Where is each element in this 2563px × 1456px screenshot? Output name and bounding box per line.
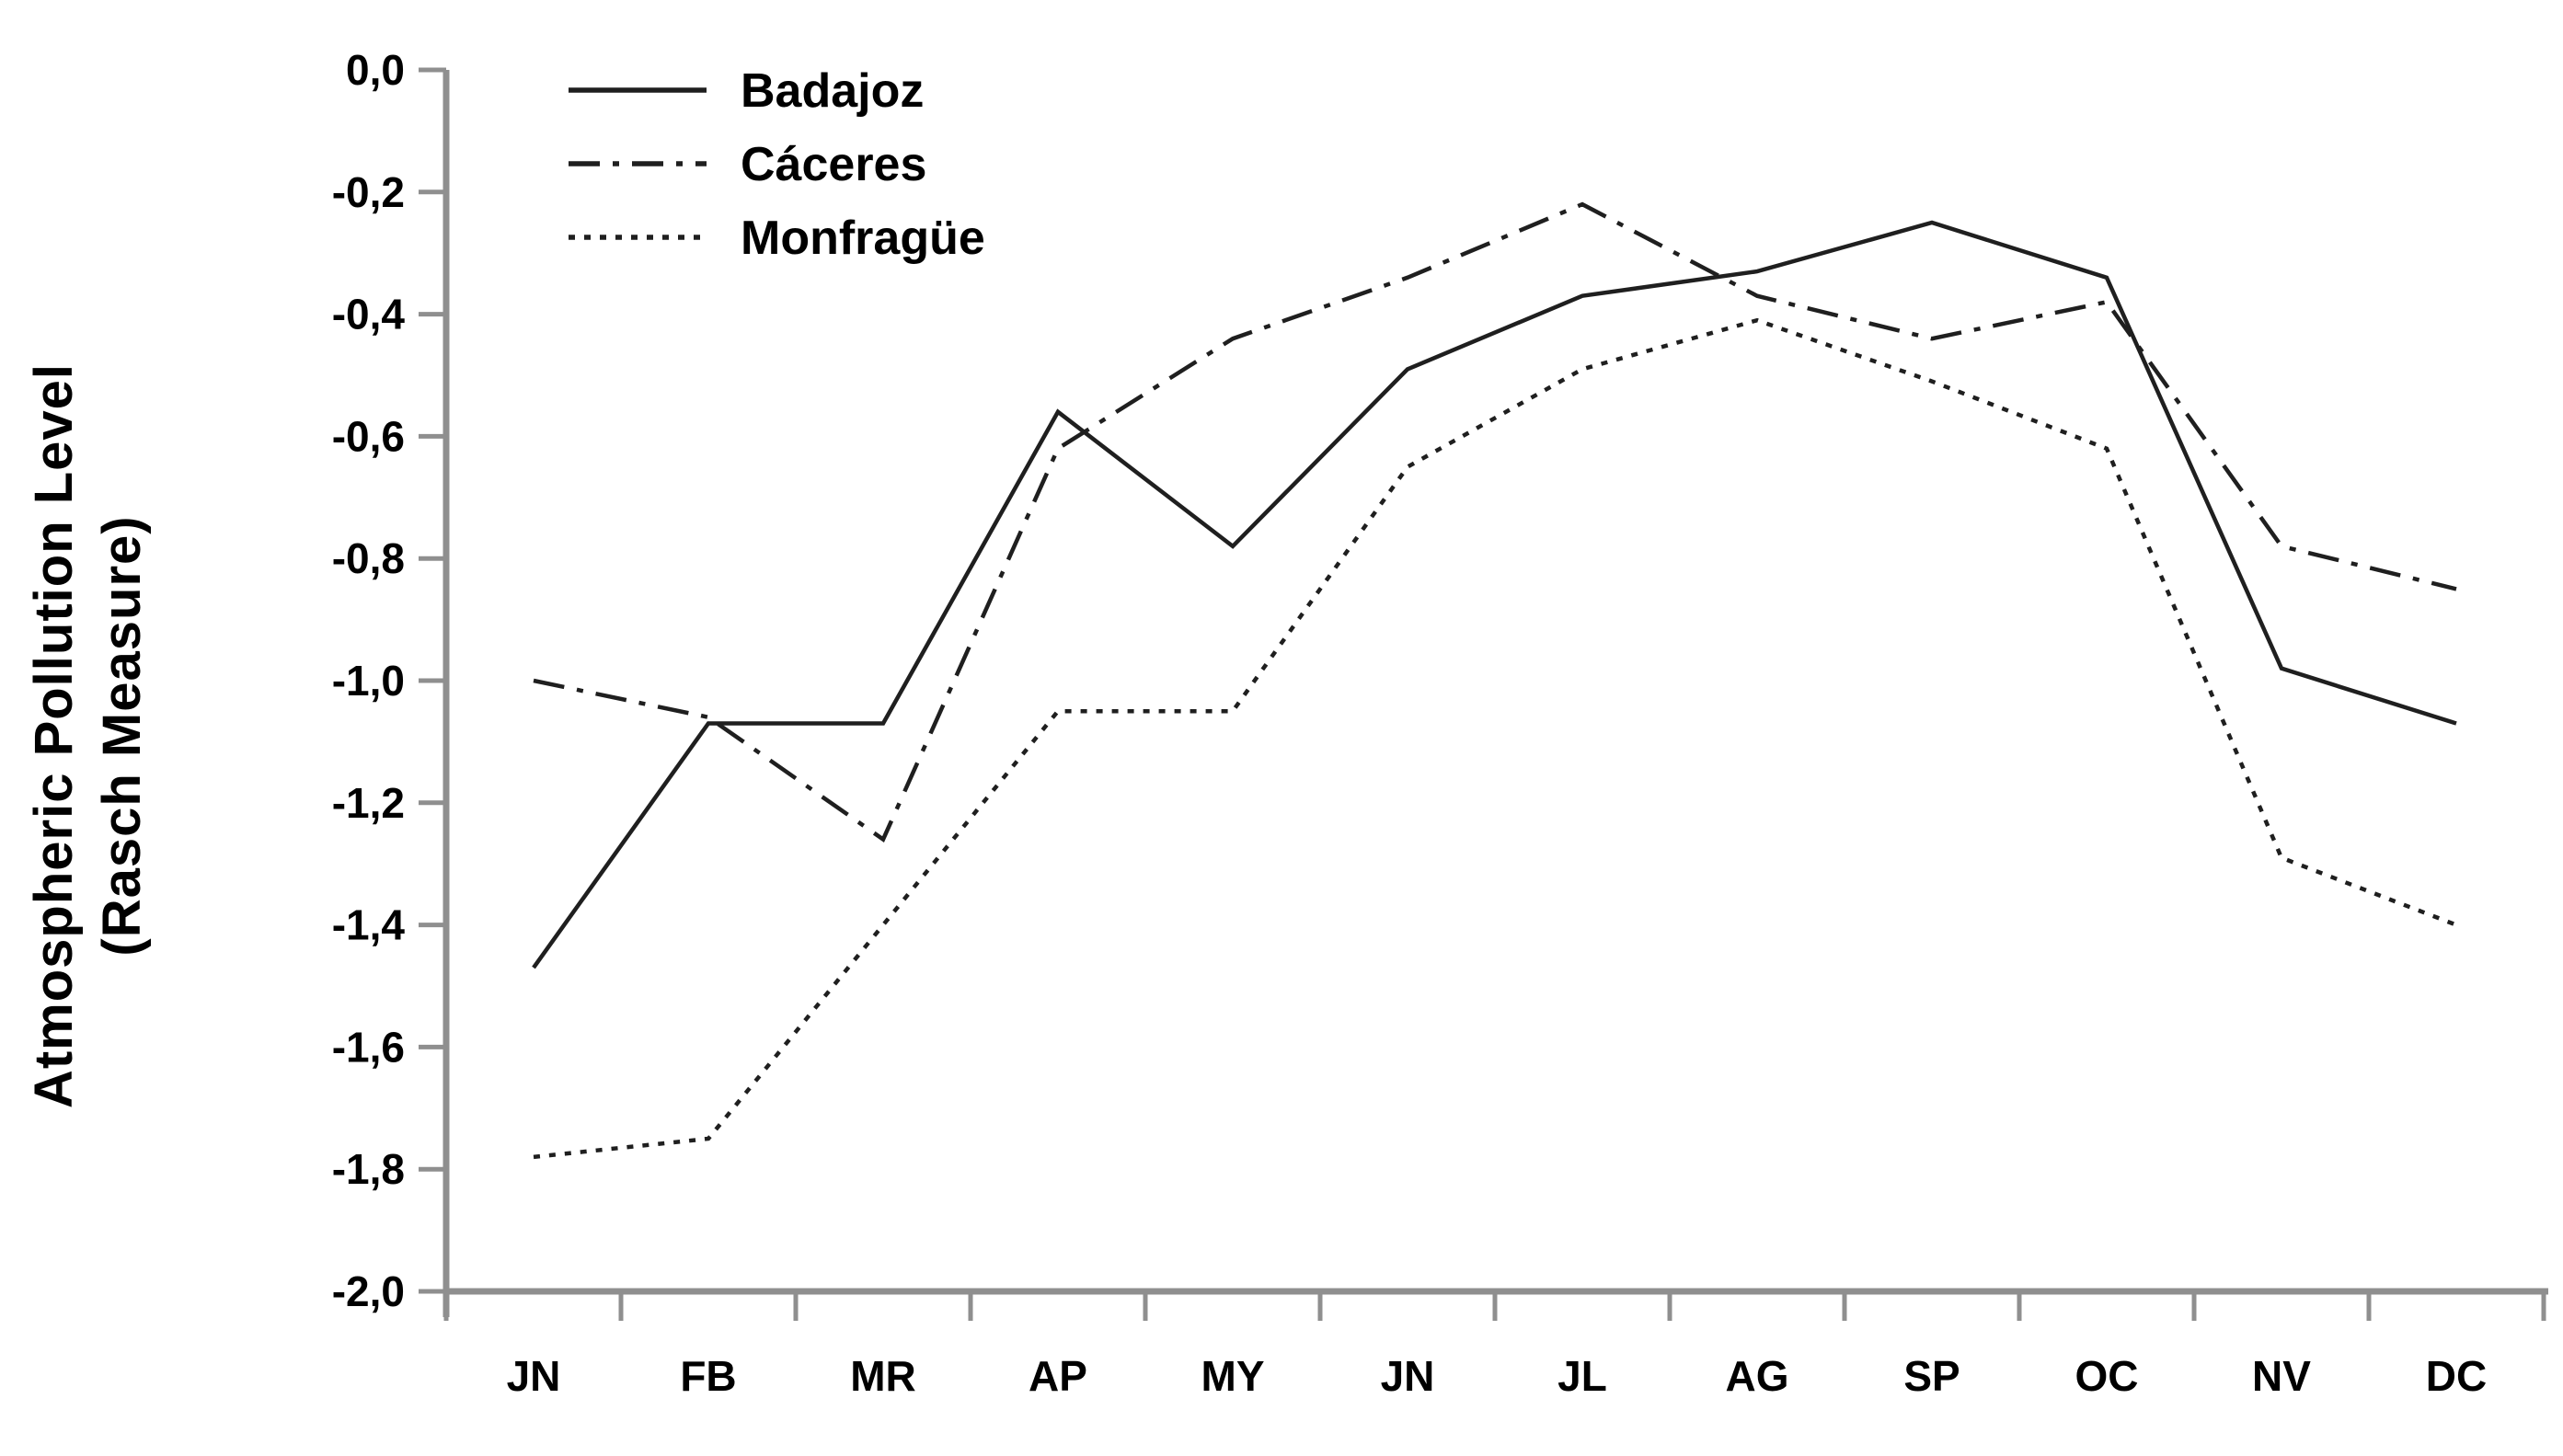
x-tick-label-2: FB xyxy=(680,1352,736,1400)
y-tick-label: -1,6 xyxy=(332,1023,405,1071)
x-tick-label-5: MY xyxy=(1201,1352,1265,1400)
y-tick-label: -2,0 xyxy=(332,1267,405,1315)
y-tick-label: -1,4 xyxy=(332,901,406,949)
legend-label-caceres: Cáceres xyxy=(741,138,926,191)
series-line-badajoz xyxy=(532,220,2457,969)
x-tick-label-7: JL xyxy=(1557,1352,1607,1400)
y-tick-label: -0,2 xyxy=(332,168,405,216)
y-tick-label: -1,0 xyxy=(332,657,405,705)
x-tick-label-9: SP xyxy=(1903,1352,1960,1400)
x-tick-label-3: MR xyxy=(850,1352,916,1400)
legend: Badajoz Cáceres Monfragüe xyxy=(569,64,985,265)
y-axis-title-line-1: Atmospheric Pollution Level xyxy=(24,363,84,1108)
y-axis-title-line-2: (Rasch Measure) xyxy=(92,515,152,956)
x-axis: JN FB MR AP MY JN JL AG SP OC NV DC xyxy=(443,1288,2548,1400)
x-tick-label-4: AP xyxy=(1029,1352,1087,1400)
legend-item-caceres: Cáceres xyxy=(569,138,926,191)
legend-item-monfrague: Monfragüe xyxy=(569,212,985,265)
legend-item-badajoz: Badajoz xyxy=(569,64,924,118)
legend-label-badajoz: Badajoz xyxy=(741,64,924,118)
y-tick-label: -1,2 xyxy=(332,779,405,827)
y-tick-label: -1,8 xyxy=(332,1145,405,1193)
x-tick-label-12: DC xyxy=(2426,1352,2487,1400)
y-tick-label: -0,6 xyxy=(332,412,405,460)
x-tick-label-11: NV xyxy=(2252,1352,2311,1400)
series-line-cáceres xyxy=(533,201,2457,843)
y-tick-label: -0,4 xyxy=(332,291,406,338)
x-tick-label-8: AG xyxy=(1726,1352,1789,1400)
y-axis-title: Atmospheric Pollution Level (Rasch Measu… xyxy=(24,363,152,1108)
x-tick-label-6: JN xyxy=(1381,1352,1435,1400)
y-axis: 0,0 -0,2 -0,4 -0,6 -0,8 -1,0 -1,2 -1,4 -1,6 -1,8 -… xyxy=(332,46,450,1317)
y-tick-label: -0,8 xyxy=(332,534,405,582)
series-line-monfragüe xyxy=(533,317,2457,1160)
x-tick-label-10: OC xyxy=(2075,1352,2139,1400)
legend-label-monfrague: Monfragüe xyxy=(741,212,985,265)
y-tick-label: 0,0 xyxy=(346,46,405,94)
x-tick-label-1: JN xyxy=(507,1352,561,1400)
series-lines xyxy=(532,201,2457,1160)
